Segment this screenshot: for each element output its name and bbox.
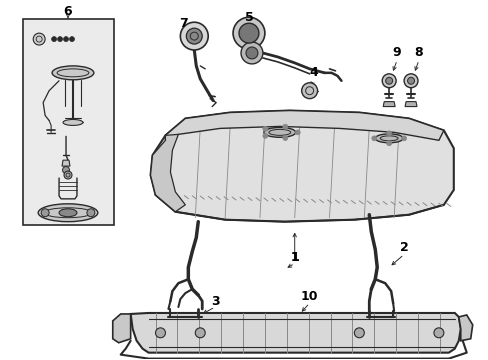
Text: 8: 8 bbox=[414, 46, 423, 59]
Circle shape bbox=[245, 47, 257, 59]
Circle shape bbox=[52, 37, 57, 41]
Circle shape bbox=[262, 134, 267, 138]
Circle shape bbox=[354, 328, 364, 338]
Text: 6: 6 bbox=[63, 5, 72, 18]
Circle shape bbox=[382, 74, 395, 88]
Circle shape bbox=[385, 77, 392, 84]
Circle shape bbox=[87, 209, 95, 217]
Circle shape bbox=[33, 33, 45, 45]
Circle shape bbox=[433, 328, 443, 338]
Circle shape bbox=[282, 136, 287, 140]
Text: 5: 5 bbox=[244, 11, 253, 24]
Circle shape bbox=[239, 23, 258, 43]
Text: 4: 4 bbox=[308, 66, 317, 79]
Circle shape bbox=[262, 126, 267, 131]
Circle shape bbox=[407, 77, 414, 84]
Polygon shape bbox=[404, 102, 416, 107]
Text: 1: 1 bbox=[290, 251, 299, 264]
Ellipse shape bbox=[264, 127, 295, 137]
Circle shape bbox=[401, 136, 406, 141]
Polygon shape bbox=[165, 111, 443, 140]
Circle shape bbox=[386, 131, 391, 136]
Circle shape bbox=[180, 22, 208, 50]
FancyBboxPatch shape bbox=[23, 19, 114, 225]
Text: 3: 3 bbox=[210, 294, 219, 307]
Circle shape bbox=[386, 141, 391, 146]
Circle shape bbox=[63, 37, 68, 41]
Text: 1: 1 bbox=[290, 251, 299, 264]
Circle shape bbox=[241, 42, 263, 64]
Circle shape bbox=[41, 209, 49, 217]
Text: 2: 2 bbox=[399, 241, 407, 254]
Circle shape bbox=[195, 328, 205, 338]
Circle shape bbox=[295, 130, 300, 135]
Ellipse shape bbox=[52, 66, 94, 80]
Polygon shape bbox=[150, 134, 185, 212]
Circle shape bbox=[233, 17, 264, 49]
Circle shape bbox=[58, 37, 62, 41]
Circle shape bbox=[62, 167, 69, 174]
Text: 10: 10 bbox=[300, 289, 318, 303]
Circle shape bbox=[186, 28, 202, 44]
Circle shape bbox=[69, 37, 74, 41]
Circle shape bbox=[301, 83, 317, 99]
Circle shape bbox=[371, 136, 376, 141]
Circle shape bbox=[403, 74, 417, 88]
Ellipse shape bbox=[38, 204, 98, 222]
Circle shape bbox=[282, 124, 287, 129]
Text: 7: 7 bbox=[179, 17, 187, 30]
Polygon shape bbox=[130, 313, 460, 353]
Polygon shape bbox=[62, 160, 70, 166]
Ellipse shape bbox=[374, 134, 402, 143]
Circle shape bbox=[64, 171, 72, 179]
Circle shape bbox=[155, 328, 165, 338]
Ellipse shape bbox=[63, 120, 83, 125]
Text: 9: 9 bbox=[392, 46, 401, 59]
Polygon shape bbox=[458, 315, 472, 341]
Polygon shape bbox=[150, 111, 453, 222]
Ellipse shape bbox=[59, 209, 77, 217]
Polygon shape bbox=[383, 102, 394, 107]
Polygon shape bbox=[113, 314, 130, 343]
